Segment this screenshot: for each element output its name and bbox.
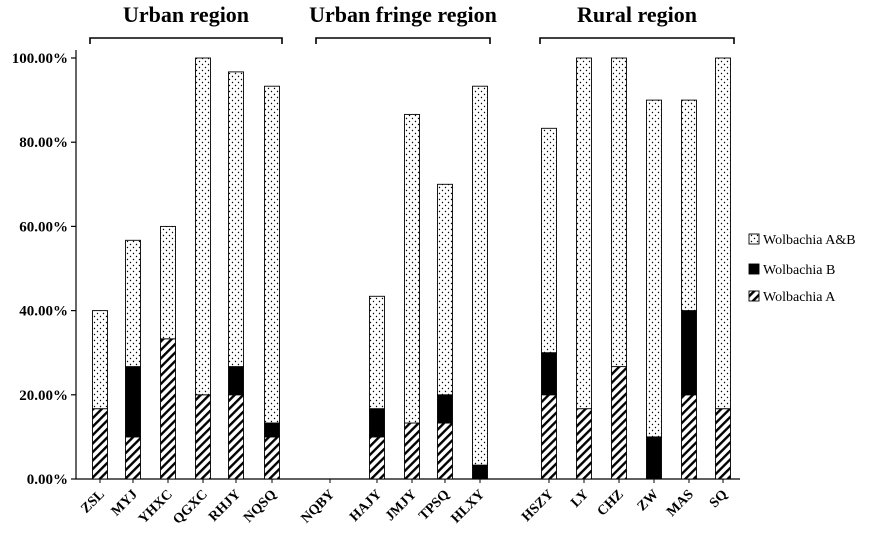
legend-swatch: [748, 233, 760, 245]
bar-segment-wolbachia-b-hszy: [541, 352, 557, 396]
y-tick-label: 80.00%: [19, 135, 68, 151]
y-tick-label: 60.00%: [19, 219, 68, 235]
category-label-yhxc: YHXC: [136, 487, 176, 527]
bar-segment-wolbachia-a-b-chz: [611, 57, 627, 368]
category-label-zsl: ZSL: [79, 487, 108, 516]
bar-segment-wolbachia-a-b-jmjy: [404, 113, 420, 424]
y-tick-labels: 0.00% 20.00% 40.00% 60.00% 80.00% 100.00%: [12, 51, 68, 488]
category-label-nqby: NQBY: [299, 487, 338, 526]
region-brackets: Urban region Urban fringe region Rural reg…: [89, 2, 735, 44]
bar-segment-wolbachia-a-hajy: [369, 436, 385, 480]
category-label-zw: ZW: [635, 487, 662, 514]
category-label-hszy: HSZY: [519, 487, 557, 525]
bar-segment-wolbachia-a-b-sq: [715, 57, 731, 410]
bar-segment-wolbachia-a-myj: [125, 436, 141, 480]
category-label-mas: MAS: [664, 487, 697, 520]
y-tick-label: 40.00%: [19, 304, 68, 320]
y-tick-label: 0.00%: [27, 472, 68, 488]
bar-segment-wolbachia-a-qgxc: [195, 394, 211, 480]
bar-segment-wolbachia-a-b-yhxc: [160, 225, 176, 340]
bar-segment-wolbachia-a-b-hajy: [369, 295, 385, 410]
bar-segment-wolbachia-a-b-hlxy: [472, 85, 488, 466]
category-label-ly: LY: [568, 487, 591, 510]
bar-segment-wolbachia-a-nqsq: [264, 436, 280, 480]
y-tick-label: 20.00%: [19, 388, 68, 404]
bar-segment-wolbachia-b-tpsq: [437, 394, 453, 424]
bar-segment-wolbachia-a-zsl: [92, 408, 108, 480]
bar-segment-wolbachia-b-hlxy: [472, 464, 488, 480]
legend-swatch: [748, 290, 760, 302]
bar-segment-wolbachia-a-yhxc: [160, 338, 176, 480]
bar-segment-wolbachia-b-myj: [125, 366, 141, 438]
y-tick-label: 100.00%: [12, 51, 68, 67]
region-bracket: [89, 37, 283, 44]
category-label-hajy: HAJY: [347, 487, 385, 525]
bar-segment-wolbachia-a-hszy: [541, 394, 557, 480]
bar-segment-wolbachia-b-mas: [681, 310, 697, 396]
category-label-qgxc: QGXC: [171, 487, 211, 527]
bar-segment-wolbachia-b-hajy: [369, 408, 385, 438]
axes: [71, 50, 740, 483]
region-label: Urban region: [123, 2, 249, 27]
legend: Wolbachia A&B Wolbachia B Wolbachia A: [748, 233, 856, 305]
category-label-sq: SQ: [707, 487, 731, 511]
region-label: Rural region: [577, 2, 697, 27]
legend-label: Wolbachia A&B: [763, 233, 856, 248]
bar-segment-wolbachia-a-b-rhjy: [228, 71, 244, 368]
bar-segment-wolbachia-a-b-zsl: [92, 310, 108, 410]
bar-segment-wolbachia-a-b-zw: [646, 99, 662, 438]
legend-label: Wolbachia B: [763, 263, 835, 278]
legend-label: Wolbachia A: [763, 290, 836, 305]
bar-segment-wolbachia-b-rhjy: [228, 366, 244, 396]
bar-segment-wolbachia-a-sq: [715, 408, 731, 480]
bar-segment-wolbachia-b-nqsq: [264, 422, 280, 438]
bar-segment-wolbachia-a-mas: [681, 394, 697, 480]
category-label-hlxy: HLXY: [449, 487, 488, 526]
bars: [92, 57, 731, 480]
bar-segment-wolbachia-a-b-nqsq: [264, 85, 280, 424]
category-label-nqsq: NQSQ: [241, 487, 280, 526]
legend-swatch: [748, 263, 760, 275]
region-label: Urban fringe region: [309, 2, 497, 27]
bar-segment-wolbachia-a-chz: [611, 366, 627, 480]
bar-segment-wolbachia-a-b-qgxc: [195, 57, 211, 396]
bar-segment-wolbachia-a-b-tpsq: [437, 183, 453, 396]
bar-segment-wolbachia-a-ly: [576, 408, 592, 480]
bar-segment-wolbachia-b-zw: [646, 436, 662, 480]
region-bracket: [315, 37, 491, 44]
bar-segment-wolbachia-a-b-mas: [681, 99, 697, 312]
bar-segment-wolbachia-a-b-ly: [576, 57, 592, 410]
bar-segment-wolbachia-a-rhjy: [228, 394, 244, 480]
category-label-myj: MYJ: [109, 487, 141, 519]
category-label-jmjy: JMJY: [383, 487, 420, 524]
category-label-rhjy: RHJY: [206, 487, 244, 525]
category-label-chz: CHZ: [595, 487, 627, 519]
bar-segment-wolbachia-a-tpsq: [437, 422, 453, 480]
region-bracket: [539, 37, 735, 44]
bar-segment-wolbachia-a-jmjy: [404, 422, 420, 480]
bar-segment-wolbachia-a-b-myj: [125, 239, 141, 368]
bar-segment-wolbachia-a-b-hszy: [541, 127, 557, 354]
category-label-tpsq: TPSQ: [416, 487, 453, 524]
